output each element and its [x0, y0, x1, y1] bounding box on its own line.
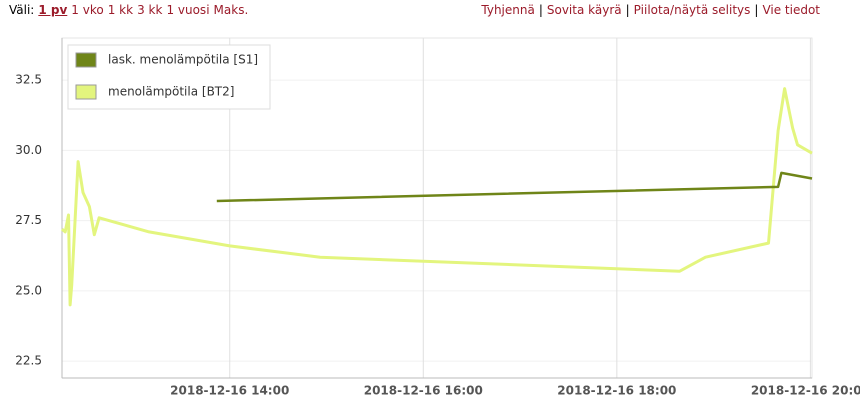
x-tick-label: 2018-12-16 16:00 — [364, 384, 483, 398]
range-link[interactable]: Maks. — [213, 3, 249, 17]
action-bar: Tyhjennä | Sovita käyrä | Piilota/näytä seli… — [481, 3, 824, 21]
separator: | — [625, 3, 630, 17]
action-link[interactable]: Piilota/näytä selitys — [633, 3, 751, 17]
x-tick-label: 2018-12-16 14:00 — [170, 384, 289, 398]
legend-swatch — [75, 84, 97, 100]
action-link[interactable]: Tyhjennä — [481, 3, 535, 17]
y-tick-label: 22.5 — [15, 354, 42, 368]
range-link[interactable]: 1 vuosi — [166, 3, 210, 17]
legend-swatch — [75, 52, 97, 68]
y-tick-label: 25.0 — [15, 283, 42, 297]
range-bar: Väli: 1 pv 1 vko 1 kk 3 kk 1 vuosi Maks. — [9, 3, 252, 21]
action-link[interactable]: Sovita käyrä — [546, 3, 622, 17]
separator: | — [538, 3, 543, 17]
legend-label: menolämpötila [BT2] — [108, 85, 234, 99]
legend-label: lask. menolämpötila [S1] — [108, 53, 258, 67]
range-link[interactable]: 3 kk — [137, 3, 163, 17]
toolbar: Väli: 1 pv 1 vko 1 kk 3 kk 1 vuosi Maks. Tyhje… — [9, 3, 824, 21]
x-tick-label: 2018-12-16 20:00 — [751, 384, 860, 398]
separator: | — [754, 3, 759, 17]
range-label: Väli: — [9, 3, 35, 17]
range-link[interactable]: 1 kk — [107, 3, 134, 17]
series-line — [61, 87, 813, 307]
x-tick-label: 2018-12-16 18:00 — [557, 384, 676, 398]
y-tick-label: 27.5 — [15, 213, 42, 227]
range-link[interactable]: 1 vko — [71, 3, 104, 17]
y-tick-label: 30.0 — [15, 143, 42, 157]
legend-box — [67, 44, 271, 110]
action-link[interactable]: Vie tiedot — [762, 3, 820, 17]
series-line — [216, 171, 813, 203]
y-tick-label: 32.5 — [15, 73, 42, 87]
range-link[interactable]: 1 pv — [38, 3, 68, 17]
